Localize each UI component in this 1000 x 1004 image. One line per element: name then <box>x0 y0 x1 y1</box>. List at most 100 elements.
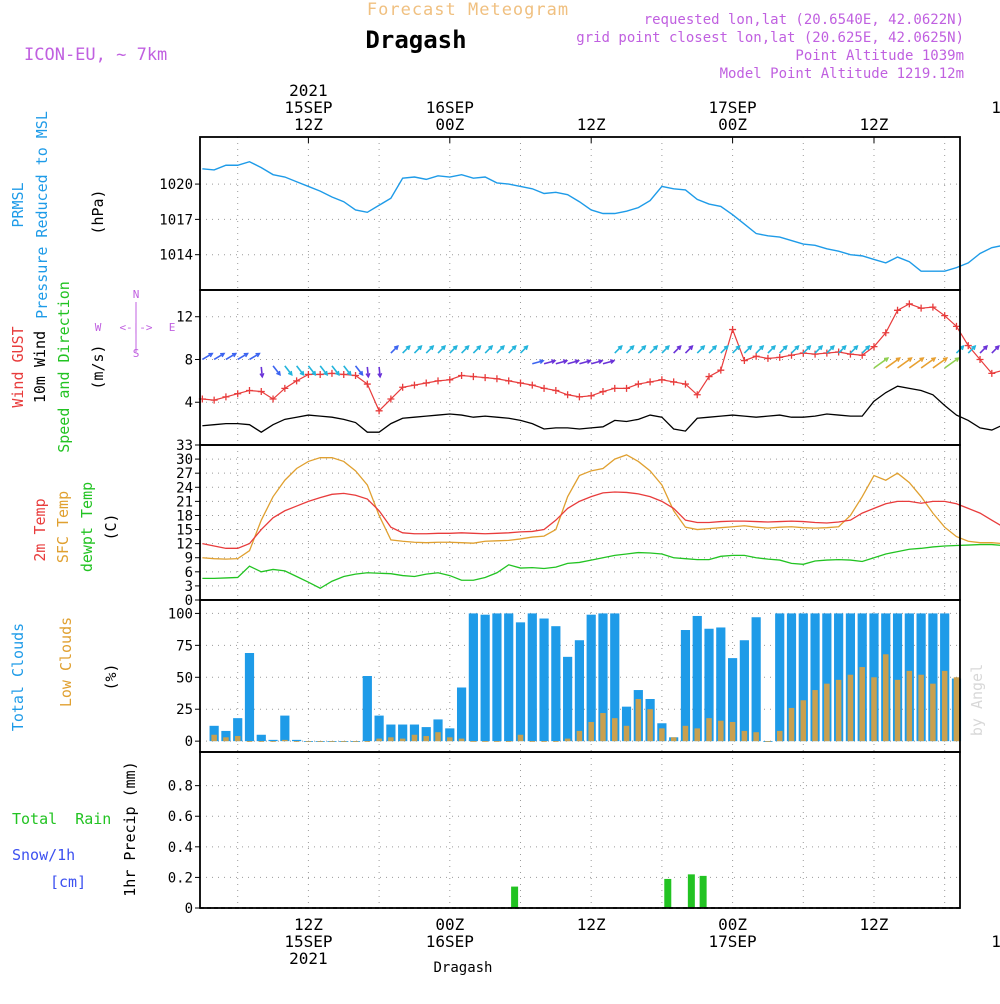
watermark: by Angel <box>968 664 986 736</box>
precip-rain-label: Total Rain <box>12 810 111 828</box>
time-label-bottom: 00Z <box>718 915 747 934</box>
wind-arrow-head <box>598 359 604 365</box>
wind-direction-arrow <box>484 345 493 354</box>
wind-direction-arrow <box>767 345 776 354</box>
wind-gust-marker <box>575 393 583 401</box>
wind-gust-marker <box>422 379 430 387</box>
low-cloud-bar <box>564 738 571 742</box>
wind-tick-label: 4 <box>185 395 193 411</box>
wind-arrow-head <box>511 345 517 351</box>
low-cloud-bar <box>588 721 594 742</box>
total-cloud-bar <box>398 724 408 742</box>
low-cloud-bar <box>623 725 630 742</box>
total-cloud-bar <box>739 640 749 742</box>
wind-gust-marker <box>222 393 230 401</box>
low-cloud-bar <box>918 674 924 742</box>
wind-arrow-head <box>405 345 411 351</box>
wind-gust-marker <box>917 304 925 312</box>
total-cloud-bar <box>433 719 443 742</box>
wind-gust-marker <box>316 370 324 378</box>
wind-gust-marker <box>929 303 937 311</box>
wind-arrow-head <box>829 345 835 351</box>
wind-direction-arrow <box>720 345 729 354</box>
rain-bar <box>699 875 707 908</box>
temp-2m-line <box>202 491 1000 549</box>
total-cloud-bar <box>233 718 243 742</box>
total-cloud-bar <box>610 613 620 742</box>
wind-direction-arrow <box>637 345 646 354</box>
total-cloud-bar <box>268 739 278 742</box>
wind-gust-marker <box>528 381 536 389</box>
time-label-top: 00Z <box>718 115 747 134</box>
wind-direction-arrow <box>861 345 870 354</box>
clouds-tick-label: 0 <box>185 734 193 750</box>
temp-tick-label: 0 <box>185 593 193 609</box>
wind-gust-marker <box>234 390 242 398</box>
temp-tick-label: 6 <box>185 565 193 581</box>
wind-direction-arrow <box>449 345 458 354</box>
wind-direction-arrow <box>213 352 225 361</box>
rain-bar <box>511 886 519 908</box>
pressure-label-2: Pressure Reduced to MSL <box>33 111 51 319</box>
wind-gust-marker <box>363 380 371 388</box>
wind-arrow-head <box>794 345 800 351</box>
low-cloud-bar <box>718 720 724 742</box>
time-label-top: 18SEP <box>991 98 1000 117</box>
low-cloud-bar <box>505 741 512 742</box>
wind-direction-arrow <box>649 345 658 354</box>
temp-sfc-label: SFC Temp <box>54 491 72 563</box>
wind-arrow-head <box>276 370 281 377</box>
total-cloud-bar <box>798 613 808 742</box>
low-cloud-bar <box>871 677 877 742</box>
clouds-tick-label: 50 <box>176 670 193 686</box>
clouds-tick-label: 25 <box>176 702 193 718</box>
wind-direction-arrow <box>873 357 889 369</box>
wind-gust-marker <box>634 380 642 388</box>
low-cloud-bar <box>482 741 488 742</box>
low-cloud-bar <box>541 741 547 742</box>
low-cloud-bar <box>765 741 771 742</box>
wind-arrow-head <box>358 370 364 377</box>
wind-arrow-head <box>641 345 647 351</box>
temp-frame <box>199 444 961 601</box>
total-cloud-bar <box>727 658 738 742</box>
wind-gust-marker <box>210 396 218 404</box>
wind-direction-arrow <box>284 365 293 376</box>
wind-arrow-head <box>464 345 470 351</box>
wind-direction-arrow <box>732 345 741 354</box>
wind-direction-arrow <box>590 359 603 365</box>
plot-area: 1020101710141284333027242118151296301007… <box>159 81 1000 968</box>
wind-gust-marker <box>516 379 524 387</box>
wind-arrow-head <box>220 352 226 358</box>
wind-arrow-head <box>676 345 682 351</box>
time-label-bottom: 18SEP <box>991 932 1000 951</box>
wind-direction-arrow <box>802 345 811 354</box>
wind-arrow-head <box>818 345 824 351</box>
temp-tick-label: 18 <box>176 508 193 524</box>
wind-arrow-head <box>539 359 545 365</box>
temp-dew-line <box>202 543 1000 590</box>
wind-arrow-head <box>735 345 741 351</box>
wind-direction-arrow <box>849 345 858 354</box>
total-cloud-bar <box>480 614 490 742</box>
wind-gust-marker <box>740 357 748 365</box>
wind-gust-marker <box>410 381 418 389</box>
precip-snow-unit: [cm] <box>50 873 86 891</box>
time-label-bottom: 00Z <box>435 915 464 934</box>
wind-arrow-head <box>806 345 812 351</box>
wind-gust-marker <box>281 384 289 392</box>
wind-direction-arrow <box>508 345 517 354</box>
wind-direction-arrow <box>201 352 213 361</box>
wind-arrow-head <box>323 370 329 377</box>
total-cloud-bar <box>468 613 478 742</box>
wind-arrow-head <box>346 370 352 377</box>
wind-direction-arrow <box>826 345 835 354</box>
wind-direction-arrow <box>779 345 788 354</box>
time-label-bottom: 2021 <box>289 949 328 968</box>
low-cloud-bar <box>329 741 335 742</box>
compass-w: W <box>95 321 102 334</box>
pressure-tick-label: 1014 <box>159 248 193 264</box>
wind-arrow-head <box>982 345 989 351</box>
wind-direction-arrow <box>260 366 264 378</box>
